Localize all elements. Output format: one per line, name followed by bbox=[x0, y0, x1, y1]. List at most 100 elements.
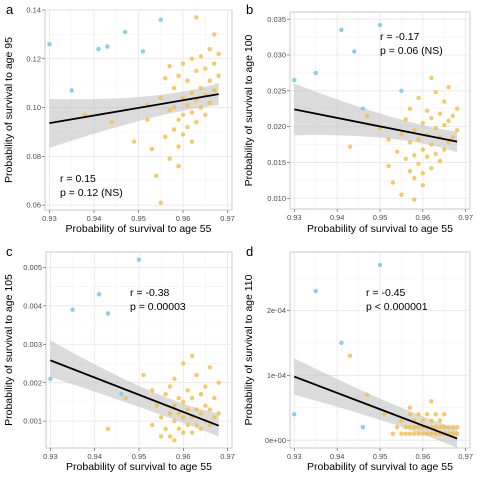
highlight-point bbox=[158, 17, 163, 22]
data-point bbox=[386, 137, 391, 142]
data-point bbox=[167, 434, 173, 439]
data-point bbox=[437, 111, 443, 116]
data-point bbox=[194, 422, 199, 428]
data-point bbox=[424, 412, 430, 417]
data-point bbox=[189, 110, 195, 115]
y-tick-label: 0.12 bbox=[26, 54, 41, 63]
data-point bbox=[442, 99, 447, 104]
data-point bbox=[429, 418, 434, 423]
y-tick-label: 0.025 bbox=[267, 86, 286, 95]
data-point bbox=[412, 128, 417, 133]
data-point bbox=[163, 391, 168, 397]
data-point bbox=[189, 353, 195, 358]
data-point bbox=[198, 391, 204, 397]
chart-c-svg: 0.93 0.94 0.95 0.96 0.97 0.001 0.002 0.003 0.004… bbox=[3, 244, 235, 473]
y-tick-label: 2e-04 bbox=[267, 306, 286, 315]
y-axis-title: Probability of survival to age 110 bbox=[243, 274, 255, 425]
data-point bbox=[207, 100, 212, 105]
highlight-point bbox=[105, 311, 111, 316]
highlight-point bbox=[96, 46, 101, 52]
data-point bbox=[172, 376, 177, 382]
highlight-point bbox=[292, 412, 297, 417]
y-axis-title: Probability of survival to age 95 bbox=[3, 37, 15, 183]
data-point bbox=[390, 180, 396, 185]
data-point bbox=[347, 353, 353, 359]
highlight-point bbox=[140, 49, 146, 54]
data-point bbox=[167, 384, 173, 389]
data-point bbox=[407, 412, 413, 417]
data-point bbox=[150, 388, 155, 393]
panel-letter: b bbox=[246, 2, 253, 17]
data-point bbox=[185, 78, 190, 83]
data-point bbox=[446, 85, 451, 90]
data-point bbox=[181, 430, 186, 435]
data-point bbox=[216, 51, 221, 57]
highlight-point bbox=[339, 340, 344, 346]
data-point bbox=[433, 90, 438, 95]
x-tick-label: 0.95 bbox=[373, 213, 388, 222]
highlight-point bbox=[399, 88, 404, 94]
data-point bbox=[407, 425, 413, 430]
data-point bbox=[454, 128, 460, 133]
data-point bbox=[454, 106, 460, 111]
data-point bbox=[167, 63, 172, 69]
data-point bbox=[176, 117, 181, 122]
data-point bbox=[403, 431, 408, 436]
x-axis-title: Probability of survival to age 55 bbox=[307, 223, 453, 235]
data-point bbox=[203, 384, 208, 389]
x-tick-label: 0.96 bbox=[176, 452, 191, 461]
data-point bbox=[399, 431, 404, 436]
stats-annotation: p = 0.12 (NS) bbox=[60, 187, 123, 199]
data-point bbox=[390, 431, 396, 436]
stats-annotation: p = 0.00003 bbox=[130, 301, 186, 313]
panel-letter: a bbox=[6, 2, 14, 17]
data-point bbox=[407, 405, 413, 410]
data-point bbox=[180, 61, 186, 66]
data-point bbox=[442, 425, 447, 430]
data-point bbox=[158, 200, 163, 205]
data-point bbox=[185, 407, 190, 412]
data-point bbox=[420, 183, 426, 188]
data-point bbox=[158, 95, 163, 101]
data-point bbox=[450, 135, 456, 140]
data-point bbox=[450, 431, 456, 436]
data-point bbox=[429, 142, 434, 147]
highlight-point bbox=[377, 262, 383, 268]
y-tick-label: 0.002 bbox=[23, 378, 42, 387]
y-tick-label: 0.015 bbox=[267, 158, 286, 167]
confidence-ribbon bbox=[294, 358, 458, 448]
data-point bbox=[420, 170, 426, 176]
highlight-point bbox=[122, 29, 128, 35]
data-point bbox=[207, 78, 212, 83]
confidence-ribbon bbox=[50, 340, 219, 437]
x-tick-label: 0.95 bbox=[131, 214, 146, 223]
data-point bbox=[407, 168, 413, 174]
data-point bbox=[450, 113, 456, 119]
data-point bbox=[141, 372, 146, 378]
data-point bbox=[212, 395, 217, 401]
stats-annotation: r = -0.45 bbox=[366, 287, 406, 299]
data-point bbox=[416, 161, 421, 167]
regression-line bbox=[50, 359, 220, 427]
data-point bbox=[180, 112, 186, 118]
highlight-point bbox=[69, 88, 74, 93]
data-point bbox=[429, 431, 434, 436]
data-point bbox=[433, 425, 438, 430]
highlight-point bbox=[48, 376, 53, 382]
highlight-point bbox=[136, 257, 142, 262]
x-tick-label: 0.94 bbox=[330, 213, 345, 222]
highlight-point bbox=[360, 425, 366, 430]
data-point bbox=[176, 73, 181, 79]
x-tick-label: 0.94 bbox=[87, 452, 102, 461]
highlight-point bbox=[96, 292, 102, 297]
data-point bbox=[158, 434, 164, 439]
data-point bbox=[185, 388, 190, 393]
x-tick-label: 0.96 bbox=[176, 214, 191, 223]
data-point bbox=[185, 422, 190, 428]
data-point bbox=[403, 425, 408, 430]
data-point bbox=[403, 117, 408, 122]
x-tick-label: 0.94 bbox=[87, 214, 102, 223]
y-axis-title: Probability of survival to age 100 bbox=[243, 34, 255, 186]
data-point bbox=[433, 412, 438, 417]
